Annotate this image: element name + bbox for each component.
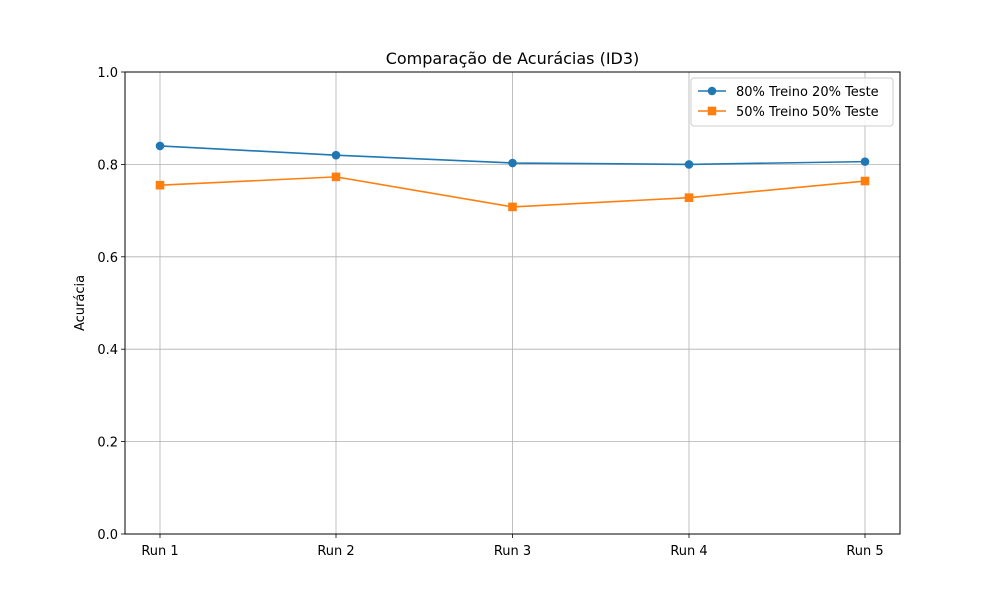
x-tick-label: Run 4 [670, 544, 707, 559]
data-point [155, 141, 165, 151]
x-tick-label: Run 5 [846, 544, 883, 559]
ticks-layer: Run 1 Run 2 Run 3 Run 4 Run 5 0.0 0.2 0.4 0.6 0.8… [97, 66, 883, 559]
data-point [860, 157, 870, 166]
data-point [155, 180, 165, 190]
data-point [508, 158, 517, 168]
x-tick-label: Run 2 [317, 544, 354, 559]
y-tick-label: 1.0 [97, 66, 118, 81]
data-point [331, 150, 341, 160]
y-tick-label: 0.0 [97, 528, 118, 543]
y-axis-label: Acurácia [73, 275, 88, 331]
x-tick-label: Run 3 [494, 544, 531, 559]
data-point [684, 160, 694, 169]
data-point [331, 172, 341, 182]
data-point [684, 193, 694, 202]
chart-title: Comparação de Acurácias (ID3) [386, 49, 640, 68]
legend-label: 50% Treino 50% Teste [736, 105, 879, 120]
legend-marker [707, 106, 717, 116]
legend-marker [707, 86, 717, 96]
legend-label: 80% Treino 20% Teste [736, 85, 879, 100]
y-tick-label: 0.8 [97, 158, 118, 173]
y-tick-label: 0.2 [97, 436, 118, 451]
data-point [860, 176, 870, 186]
legend: 80% Treino 20% Teste 50% Treino 50% Teste [690, 77, 894, 127]
y-tick-label: 0.4 [97, 343, 118, 358]
data-point [508, 202, 517, 212]
series-layer [155, 141, 870, 212]
x-tick-label: Run 1 [141, 544, 178, 559]
legend-box [690, 77, 894, 127]
grid-layer [125, 71, 900, 535]
y-tick-label: 0.6 [97, 251, 118, 266]
